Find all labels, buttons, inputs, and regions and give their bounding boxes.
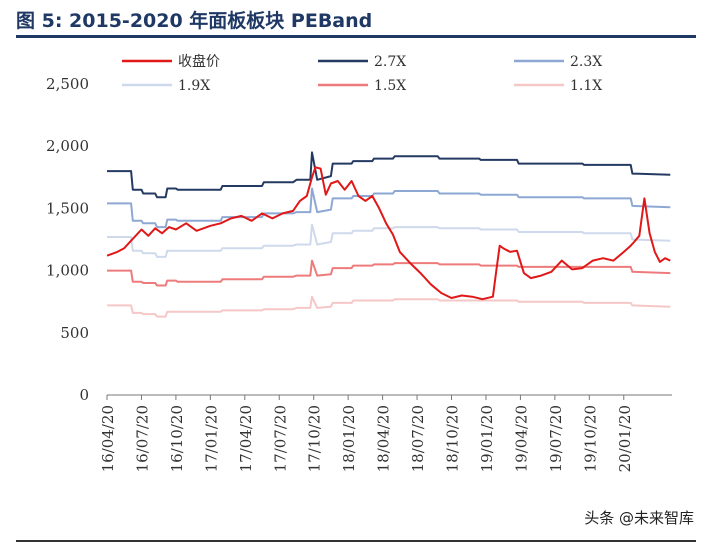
x-tick-label: 17/01/20 [202,405,220,472]
series-line-2.7X [107,151,671,199]
x-tick-label: 18/07/20 [409,405,427,472]
chart-title: 图 5: 2015-2020 年面板板块 PEBand [16,10,373,32]
x-tick-label: 17/07/20 [271,405,289,472]
axes: 0 500 1,000 1,500 2,000 2,500 16/04/20 16/07/20… [46,75,672,472]
x-tick-label: 19/01/20 [478,405,496,472]
series-line-收盘价 [106,166,671,301]
series-line-1.1X [107,295,671,318]
x-tick-label: 18/01/20 [340,405,358,472]
x-tick-label: 19/07/20 [547,405,565,472]
bottom-rule [16,540,696,542]
series-group [106,151,671,318]
y-tick-label: 0 [79,386,89,404]
y-tick-label: 2,500 [46,75,89,93]
y-tick-label: 1,500 [46,199,89,217]
x-tick-label: 18/04/20 [375,405,393,472]
x-tick-label: 16/04/20 [99,405,117,472]
x-tick-label: 16/10/20 [168,405,186,472]
y-tick-label: 500 [60,324,89,342]
x-tick-label: 19/10/20 [581,405,599,472]
x-tick-label: 17/04/20 [237,405,255,472]
series-line-2.3X [107,187,671,229]
legend: 收盘价 2.7X 2.3X 1.9X 1.5X 1.1X [122,53,602,94]
legend-label: 收盘价 [178,53,220,70]
watermark: 头条 @未来智库 [584,509,694,527]
series-line-1.5X [107,259,671,287]
y-tick-label: 1,000 [46,262,89,280]
title-rule [16,35,696,38]
x-tick-label: 18/10/20 [444,405,462,472]
legend-label: 1.5X [374,78,406,94]
y-tick-label: 2,000 [46,137,89,155]
legend-label: 1.9X [178,78,210,94]
x-tick-label: 20/01/20 [616,405,634,472]
x-tick-label: 16/07/20 [133,405,151,472]
legend-label: 1.1X [570,78,602,94]
legend-label: 2.3X [570,54,602,70]
x-tick-label: 19/04/20 [512,405,530,472]
series-line-1.9X [107,223,671,258]
x-tick-label: 17/10/20 [306,405,324,472]
legend-label: 2.7X [374,54,406,70]
